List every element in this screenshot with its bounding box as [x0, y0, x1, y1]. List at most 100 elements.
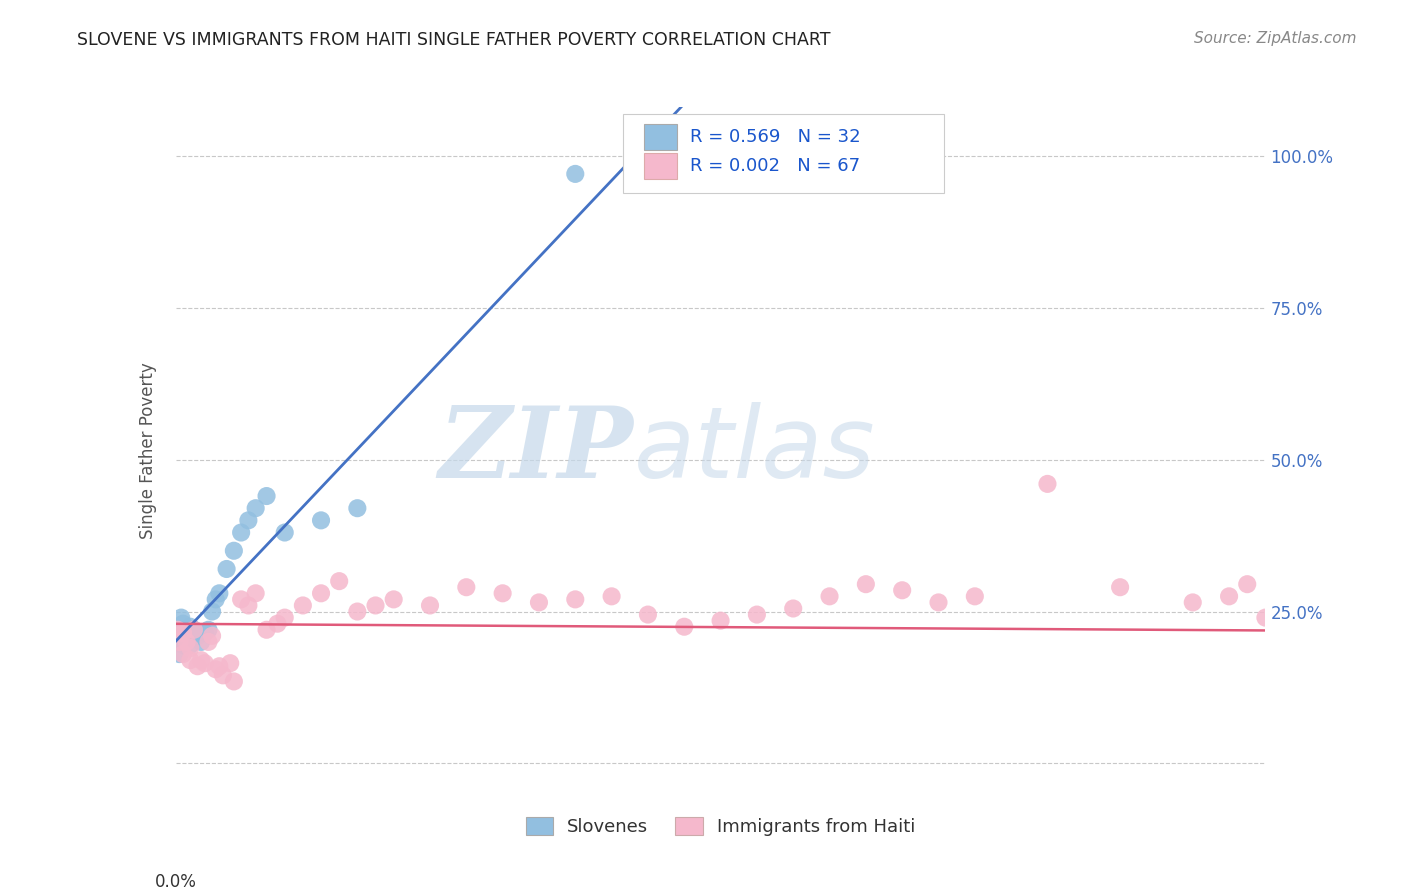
- Point: [1346, 650, 1368, 665]
- Point: [215, 562, 238, 576]
- Point: [245, 586, 267, 600]
- Point: [1272, 625, 1295, 640]
- Point: [1364, 607, 1386, 622]
- Point: [492, 586, 515, 600]
- Point: [855, 577, 877, 591]
- Point: [194, 656, 217, 670]
- Point: [564, 167, 586, 181]
- Point: [1327, 644, 1350, 658]
- Point: [179, 620, 201, 634]
- FancyBboxPatch shape: [644, 124, 678, 151]
- Point: [963, 590, 986, 604]
- Point: [364, 599, 387, 613]
- FancyBboxPatch shape: [623, 114, 943, 193]
- Point: [1381, 638, 1403, 652]
- Point: [197, 623, 219, 637]
- Y-axis label: Single Father Poverty: Single Father Poverty: [139, 362, 157, 539]
- Point: [208, 586, 231, 600]
- Point: [166, 623, 188, 637]
- Point: [328, 574, 350, 589]
- Point: [208, 659, 231, 673]
- Point: [197, 635, 219, 649]
- Point: [1236, 577, 1258, 591]
- Point: [274, 610, 297, 624]
- Point: [818, 590, 841, 604]
- Point: [179, 638, 201, 652]
- Point: [194, 625, 217, 640]
- Text: R = 0.569   N = 32: R = 0.569 N = 32: [690, 128, 860, 146]
- Point: [183, 625, 205, 640]
- Text: Source: ZipAtlas.com: Source: ZipAtlas.com: [1194, 31, 1357, 46]
- Point: [1109, 580, 1132, 594]
- Point: [172, 616, 194, 631]
- Point: [745, 607, 768, 622]
- Point: [419, 599, 441, 613]
- Point: [782, 601, 804, 615]
- Point: [172, 647, 194, 661]
- Point: [176, 635, 198, 649]
- Point: [891, 583, 914, 598]
- Point: [190, 635, 212, 649]
- Point: [222, 674, 245, 689]
- Point: [166, 625, 188, 640]
- Point: [176, 625, 198, 640]
- Point: [266, 616, 288, 631]
- Point: [238, 599, 260, 613]
- Point: [179, 653, 201, 667]
- Point: [382, 592, 405, 607]
- Point: [201, 605, 224, 619]
- Point: [1291, 635, 1313, 649]
- Point: [309, 586, 332, 600]
- Text: 0.0%: 0.0%: [155, 873, 197, 891]
- Point: [219, 656, 242, 670]
- Point: [1399, 644, 1406, 658]
- Point: [309, 513, 332, 527]
- Point: [274, 525, 297, 540]
- Text: atlas: atlas: [633, 402, 875, 499]
- Point: [183, 623, 205, 637]
- Point: [169, 647, 191, 661]
- Point: [1181, 595, 1204, 609]
- Point: [673, 620, 696, 634]
- Point: [231, 592, 253, 607]
- Point: [169, 635, 191, 649]
- Text: R = 0.002   N = 67: R = 0.002 N = 67: [690, 157, 860, 175]
- Point: [179, 640, 201, 655]
- Point: [1036, 476, 1059, 491]
- Point: [245, 501, 267, 516]
- Point: [456, 580, 478, 594]
- Point: [238, 513, 260, 527]
- Point: [222, 543, 245, 558]
- Point: [169, 623, 191, 637]
- Point: [212, 668, 235, 682]
- Point: [190, 653, 212, 667]
- Point: [256, 489, 278, 503]
- Point: [1309, 638, 1331, 652]
- Point: [231, 525, 253, 540]
- Point: [346, 605, 368, 619]
- Point: [637, 167, 659, 181]
- Text: ZIP: ZIP: [439, 402, 633, 499]
- Point: [1218, 590, 1240, 604]
- Point: [183, 623, 205, 637]
- Point: [564, 592, 586, 607]
- Point: [710, 614, 733, 628]
- Point: [170, 629, 193, 643]
- Point: [637, 607, 659, 622]
- Point: [204, 662, 226, 676]
- Point: [928, 595, 950, 609]
- Point: [291, 599, 314, 613]
- FancyBboxPatch shape: [644, 153, 678, 179]
- Point: [256, 623, 278, 637]
- Point: [600, 590, 623, 604]
- Legend: Slovenes, Immigrants from Haiti: Slovenes, Immigrants from Haiti: [519, 809, 922, 843]
- Point: [346, 501, 368, 516]
- Point: [172, 638, 194, 652]
- Point: [169, 635, 191, 649]
- Point: [1254, 610, 1277, 624]
- Text: SLOVENE VS IMMIGRANTS FROM HAITI SINGLE FATHER POVERTY CORRELATION CHART: SLOVENE VS IMMIGRANTS FROM HAITI SINGLE …: [77, 31, 831, 49]
- Point: [172, 625, 194, 640]
- Point: [527, 595, 550, 609]
- Point: [201, 629, 224, 643]
- Point: [186, 629, 209, 643]
